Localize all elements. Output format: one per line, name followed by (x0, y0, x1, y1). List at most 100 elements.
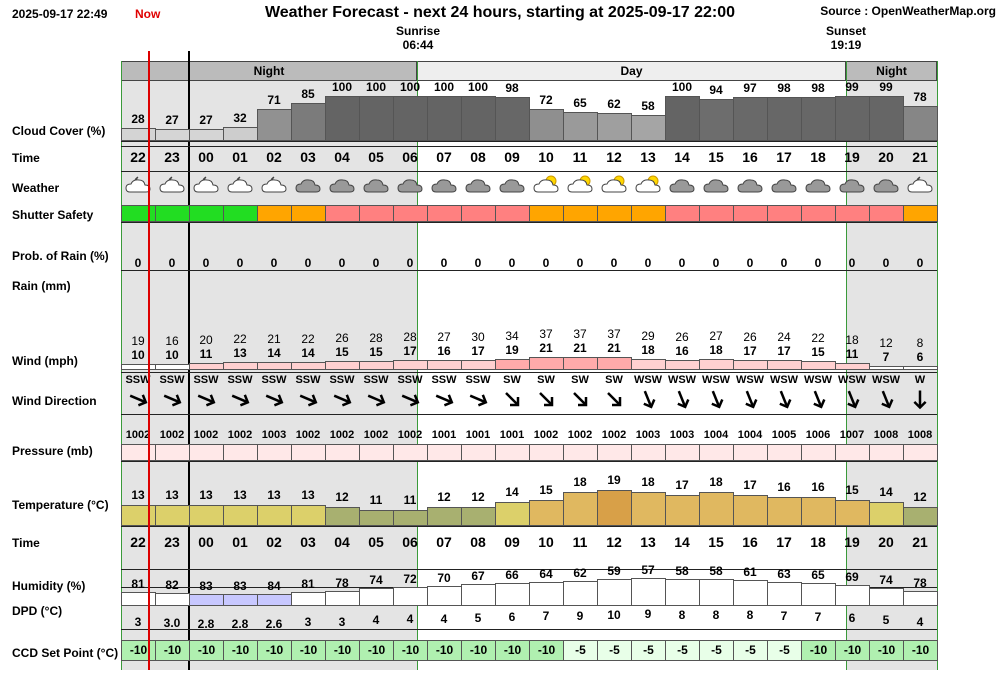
humidity-value: 78 (913, 576, 927, 590)
temperature-value: 12 (913, 490, 927, 504)
hour-label-2: 07 (436, 534, 452, 550)
wind-gust-value: 24 (777, 330, 791, 344)
cloud-value: 97 (743, 81, 757, 95)
wind-gust-value: 27 (709, 329, 723, 343)
rain-prob-value: 0 (712, 256, 720, 270)
cloud-bar (359, 96, 394, 141)
hour-label-2: 05 (368, 534, 384, 550)
humidity-value: 64 (539, 567, 553, 581)
wind-arrow-icon (121, 388, 155, 416)
humidity-value: 74 (879, 573, 893, 587)
pressure-cell (767, 444, 802, 461)
cloud-bar (699, 99, 734, 141)
wind-arrow-icon (733, 388, 767, 416)
cloud-bar (869, 96, 904, 141)
wind-speed-value: 18 (641, 343, 655, 357)
dpd-value: 2.8 (197, 617, 215, 631)
temperature-bar (699, 492, 734, 526)
pressure-cell (155, 444, 190, 461)
partly-cloudy-night-icon (192, 174, 220, 196)
cloud-value: 71 (267, 93, 281, 107)
cloud-bar (257, 109, 292, 141)
wind-arrow-icon (597, 388, 631, 416)
temperature-bar (631, 492, 666, 526)
humidity-bar (257, 594, 292, 606)
pressure-cell (427, 444, 462, 461)
temperature-value: 13 (131, 488, 145, 502)
shutter-cell-red (325, 205, 360, 222)
label-humidity: Humidity (%) (12, 579, 86, 593)
hour-label-2: 16 (742, 534, 758, 550)
rain-prob-value: 0 (372, 256, 380, 270)
wind-dir-label: SSW (159, 374, 185, 386)
partly-cloudy-night-icon (906, 174, 934, 196)
shutter-cell-red (427, 205, 462, 222)
shutter-cell-red (495, 205, 530, 222)
ccd-setpoint-cell: -10 (257, 640, 292, 661)
temperature-value: 13 (165, 488, 179, 502)
ccd-setpoint-cell: -5 (631, 640, 666, 661)
wind-gust-value: 26 (675, 330, 689, 344)
wind-speed-value: 14 (267, 346, 281, 360)
dpd-value: 2.6 (265, 617, 283, 631)
rain-prob-value: 0 (508, 256, 516, 270)
shutter-cell-red (869, 205, 904, 222)
rain-prob-value: 0 (780, 256, 788, 270)
wind-arrow-icon (869, 388, 903, 416)
wind-arrow-icon (699, 388, 733, 416)
cloud-bar (427, 96, 462, 141)
temperature-value: 11 (369, 493, 383, 507)
wind-speed-value: 15 (811, 345, 825, 359)
wind-arrow-icon (223, 388, 257, 416)
row-divider (121, 270, 937, 271)
label-wind: Wind (mph) (12, 354, 78, 368)
pressure-cell (869, 444, 904, 461)
humidity-value: 58 (675, 564, 689, 578)
humidity-bar (155, 593, 190, 606)
wind-gust-value: 16 (165, 334, 179, 348)
dpd-value: 6 (848, 611, 856, 625)
humidity-value: 65 (811, 568, 825, 582)
humidity-value: 62 (573, 566, 587, 580)
pressure-cell (631, 444, 666, 461)
cloud-value: 100 (467, 80, 489, 94)
humidity-bar (495, 583, 530, 606)
wind-dir-label: SSW (193, 374, 219, 386)
temperature-value: 16 (811, 480, 825, 494)
pressure-value: 1006 (805, 429, 831, 441)
hour-label-2: 09 (504, 534, 520, 550)
temperature-bar (155, 505, 190, 526)
temperature-value: 12 (437, 490, 451, 504)
temperature-value: 18 (641, 475, 655, 489)
label-time: Time (12, 151, 40, 165)
wind-speed-value: 17 (403, 344, 417, 358)
wind-arrow-icon (903, 388, 937, 416)
dpd-value: 7 (780, 609, 788, 623)
row-divider (121, 222, 937, 223)
cloud-bar (291, 103, 326, 141)
humidity-bar (665, 579, 700, 606)
rain-prob-value: 0 (678, 256, 686, 270)
humidity-value: 84 (267, 579, 281, 593)
night-background (846, 81, 937, 670)
temperature-bar (257, 505, 292, 526)
cloud-value: 85 (301, 87, 315, 101)
shutter-cell-green (121, 205, 156, 222)
rain-prob-value: 0 (304, 256, 312, 270)
temperature-value: 15 (539, 483, 553, 497)
wind-bar (869, 366, 904, 370)
wind-gust-value: 26 (743, 330, 757, 344)
row-divider (121, 569, 937, 570)
hour-label: 01 (232, 149, 248, 165)
temperature-value: 11 (403, 493, 417, 507)
humidity-bar (699, 579, 734, 606)
cloud-value: 28 (131, 112, 145, 126)
pressure-cell (835, 444, 870, 461)
temperature-bar (563, 492, 598, 526)
temperature-value: 18 (709, 475, 723, 489)
wind-arrow-icon (835, 388, 869, 416)
hour-label-2: 10 (538, 534, 554, 550)
hour-label-2: 04 (334, 534, 350, 550)
pressure-cell (257, 444, 292, 461)
pressure-value: 1005 (771, 429, 797, 441)
